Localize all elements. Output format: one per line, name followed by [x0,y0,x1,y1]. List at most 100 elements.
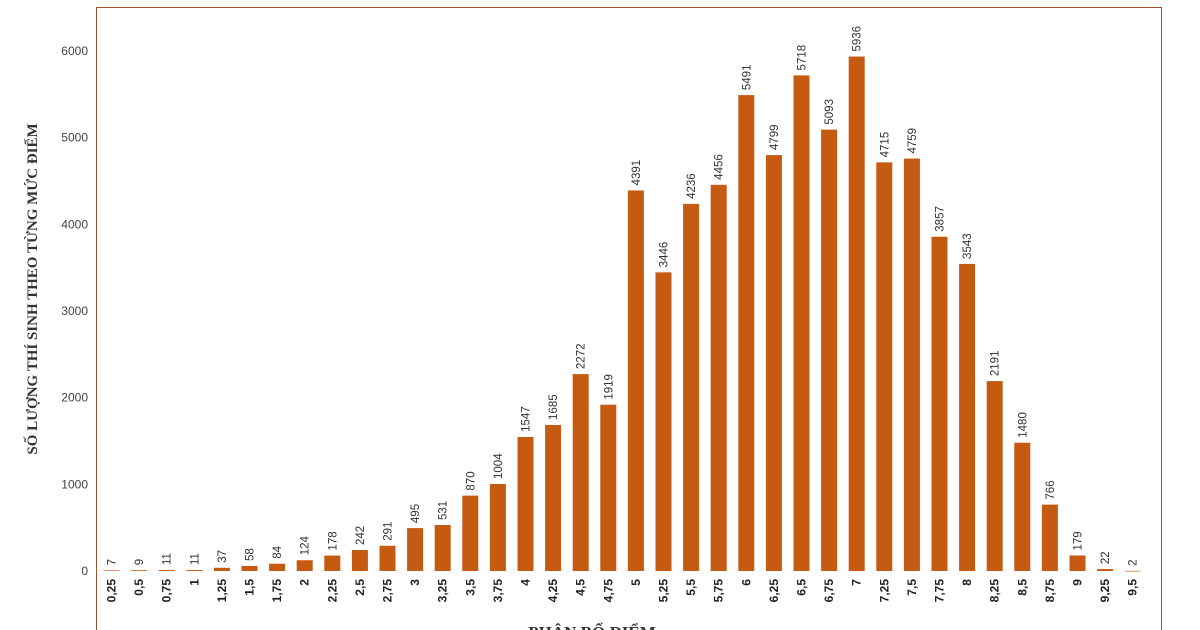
x-tick-label: 2,5 [353,579,367,596]
bar [1014,442,1031,571]
bar [1124,570,1141,572]
data-label: 870 [465,471,477,490]
x-tick-label: 2,25 [325,579,339,603]
bar [793,75,810,571]
bar [407,528,424,571]
y-tick-label: 3000 [61,304,88,318]
bar [683,203,700,571]
bar [848,56,865,571]
data-label: 1685 [548,394,560,420]
data-label: 22 [1100,551,1112,564]
data-label: 124 [300,535,312,555]
bar [241,565,258,571]
data-label: 84 [272,545,284,558]
y-tick-label: 5000 [61,131,88,145]
y-axis-title: SỐ LƯỢNG THÍ SINH THEO TỪNG MỨC ĐIỂM [23,123,41,454]
data-label: 1547 [521,406,533,432]
x-tick-label: 6,75 [822,579,836,603]
data-label: 5093 [824,99,836,125]
data-label: 9 [134,559,146,565]
bar [1041,504,1058,571]
x-tick-label: 8,5 [1015,579,1029,596]
data-label: 4715 [879,132,891,158]
x-tick-label: 5,25 [657,579,671,603]
bar [765,155,782,571]
data-label: 4759 [907,128,919,154]
x-tick-label: 4,5 [574,579,588,596]
data-label: 37 [217,550,229,563]
bar [489,483,506,571]
x-tick-label: 1 [187,579,201,586]
bar [351,550,368,571]
data-label: 11 [189,553,201,565]
bar [545,424,562,571]
bar [876,162,893,571]
data-label: 766 [1045,480,1057,499]
data-label: 291 [383,522,395,541]
bar [655,272,672,571]
y-tick-label: 0 [81,564,88,578]
bar [103,570,120,571]
data-label: 4799 [769,124,781,150]
data-label: 11 [162,553,174,565]
x-tick-label: 9,5 [1126,579,1140,596]
data-label: 1919 [603,374,615,400]
x-tick-label: 6,25 [767,579,781,603]
bar [600,404,617,571]
x-tick-label: 3,75 [491,579,505,603]
bar [903,158,920,571]
bar [986,381,1003,571]
bar [821,129,838,571]
data-label: 178 [327,531,339,550]
x-tick-label: 5,75 [712,579,726,603]
bar [1069,555,1086,571]
x-tick-label: 9,25 [1098,579,1112,603]
x-tick-label: 0,75 [160,579,174,603]
data-label: 2 [1128,559,1140,565]
bar [931,236,948,571]
data-label: 5936 [852,26,864,52]
x-tick-label: 7,75 [933,579,947,603]
bar [738,95,755,571]
x-tick-label: 8,75 [1043,579,1057,603]
x-tick-label: 8,25 [988,579,1002,603]
x-tick-label: 7,25 [877,579,891,603]
bar [213,567,230,571]
data-label: 3857 [935,206,947,232]
bars [103,56,1141,572]
x-tick-label: 1,5 [243,579,257,596]
x-tick-label: 7,5 [905,579,919,596]
data-label: 2272 [576,343,588,369]
bar [517,436,534,571]
data-label: 4391 [631,160,643,186]
data-label: 531 [438,501,450,520]
bar [186,570,203,571]
x-tick-label: 4 [519,579,533,586]
bar [269,563,286,571]
chart-frame [96,7,1162,630]
y-tick-label: 2000 [61,391,88,405]
x-tick-label: 3 [408,579,422,586]
data-label: 58 [245,548,257,561]
x-tick-label: 2,75 [381,579,395,603]
y-tick-label: 4000 [61,217,88,231]
data-label: 7 [107,559,119,565]
bar [627,190,644,572]
bar [131,570,148,571]
x-tick-label: 6,5 [795,579,809,596]
data-label: 1480 [1017,412,1029,438]
bar [158,570,175,571]
x-tick-label: 3,25 [436,579,450,603]
bar [324,555,341,571]
x-tick-label: 7 [850,579,864,586]
x-tick-label: 0,5 [132,579,146,596]
x-tick-label: 1,75 [270,579,284,603]
x-tick-label: 5,5 [684,579,698,596]
bar [1097,569,1114,571]
x-tick-label: 8 [960,579,974,586]
data-label: 4236 [686,173,698,199]
data-label: 2191 [990,351,1002,377]
x-axis-ticks: 0,25 0,5 0,75 1 1,25 1,5 1,75 2 2,25 2,5 2,75 3 3,25… [105,579,1140,603]
bar [296,560,313,571]
